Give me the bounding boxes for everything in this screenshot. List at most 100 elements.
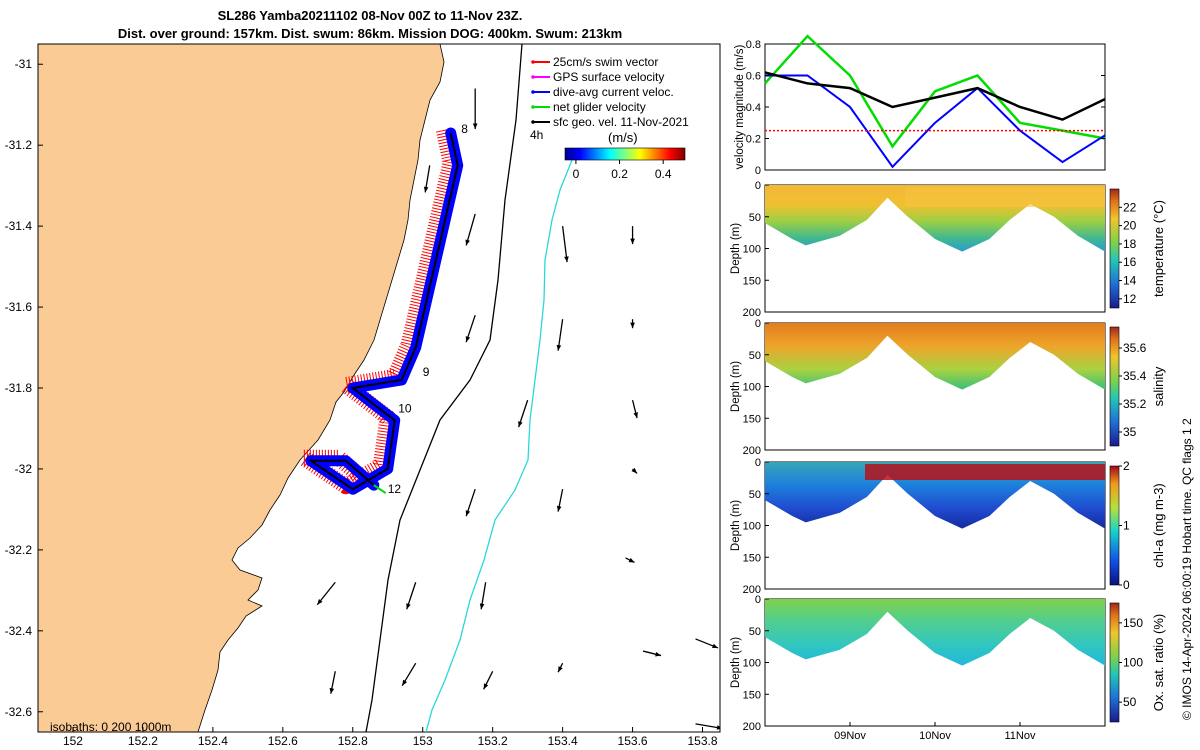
warm-surface-layer — [905, 187, 1105, 207]
map-y-tick-label: -31.8 — [5, 381, 33, 395]
surface-velocity-arrow — [561, 226, 568, 263]
velocity-panel: 0 0.2 0.4 0.6 0.8 velocity magnitude (m/s) — [734, 34, 1106, 177]
colorbar-tick-label: 50 — [1123, 695, 1137, 709]
surface-velocity-arrowhead — [628, 557, 635, 563]
day-label: 8 — [461, 122, 468, 136]
velocity-ylabel: velocity magnitude (m/s) — [734, 45, 746, 170]
surface-velocity-arrowhead — [716, 725, 720, 730]
surface-velocity-arrowhead — [465, 336, 471, 343]
map-y-tick-label: -31.2 — [5, 138, 33, 152]
section-colorbar-label: chl-a (mg m-3) — [1151, 483, 1166, 568]
colorbar-tick-label: 14 — [1123, 274, 1137, 288]
section-depth-tick-label: 200 — [743, 584, 761, 596]
map-panel: 152 152.2 152.4 152.6 152.8 153 153.2 153.4 153.… — [5, 43, 721, 748]
surface-velocity-arrowhead — [556, 344, 562, 351]
map-x-tick-label: 152.6 — [268, 734, 298, 748]
legend-marker — [531, 60, 535, 64]
legend-label: GPS surface velocity — [553, 70, 664, 84]
surface-velocity-arrowhead — [556, 505, 562, 512]
section-x-tick-label: 10Nov — [919, 730, 951, 742]
surface-velocity-arrowhead — [402, 679, 408, 686]
day-label: 12 — [388, 482, 402, 496]
surface-velocity-arrowhead — [479, 603, 485, 610]
map-y-tick-label: -31.4 — [5, 219, 33, 233]
velocity-y-tick-label: 0.2 — [746, 134, 761, 146]
map-x-tick-label: 153.4 — [548, 734, 578, 748]
section-panel-oxygen: 0 50 100 150 200 Depth (m) 50 100 150 Ox. sat. ra… — [730, 594, 1166, 742]
legend-label: dive-avg current veloc. — [553, 85, 674, 99]
section-depth-tick-label: 200 — [743, 445, 761, 457]
credit-text: © IMOS 14-Apr-2024 06:00:19 Hobart time.… — [1180, 418, 1194, 720]
colorbar-tick-label: 0.2 — [611, 167, 628, 181]
isobath-200m — [365, 44, 523, 732]
speed-colorbar-title: (m/s) — [608, 130, 638, 145]
surface-velocity-arrowhead — [630, 238, 635, 245]
map-x-axis: 152 152.2 152.4 152.6 152.8 153 153.2 153.4 153.… — [63, 727, 718, 748]
surface-velocity-arrowhead — [465, 510, 471, 517]
section-ylabel: Depth (m) — [730, 637, 742, 688]
surface-velocity-arrowhead — [633, 412, 638, 419]
velocity-y-tick-label: 0 — [755, 165, 761, 177]
legend-marker — [531, 120, 535, 124]
colorbar-tick-label: 1 — [1123, 519, 1130, 533]
colorbar-tick-label: 35.4 — [1123, 369, 1147, 383]
colorbar-tick-label: 12 — [1123, 292, 1137, 306]
map-x-tick-label: 152.4 — [198, 734, 228, 748]
section-ylabel: Depth (m) — [730, 500, 742, 551]
section-depth-tick-label: 0 — [755, 318, 761, 330]
section-depth-tick-label: 200 — [743, 307, 761, 319]
section-depth-tick-label: 100 — [743, 521, 761, 533]
section-ylabel: Depth (m) — [730, 223, 742, 274]
colorbar-tick-label: 0 — [573, 167, 580, 181]
surface-velocity-arrowhead — [423, 186, 429, 193]
map-x-tick-label: 153.8 — [687, 734, 717, 748]
surface-velocity-arrowhead — [329, 687, 335, 694]
velocity-series-line — [764, 71, 1106, 121]
section-data-field — [765, 599, 1105, 666]
surface-velocity-arrowhead — [465, 239, 470, 246]
section-colorbar — [1109, 465, 1120, 586]
section-x-tick-label: 11Nov — [1005, 730, 1036, 742]
velocity-y-tick-label: 0.6 — [746, 71, 761, 83]
map-y-tick-label: -31 — [15, 57, 33, 71]
day-label: 9 — [423, 365, 430, 379]
surface-velocity-arrowhead — [558, 666, 563, 673]
colorbar-tick-label: 22 — [1123, 200, 1137, 214]
land-mass — [38, 44, 445, 732]
legend-marker — [531, 90, 535, 94]
map-x-tick-label: 153.2 — [478, 734, 508, 748]
section-depth-tick-label: 100 — [743, 382, 761, 394]
section-depth-tick-label: 150 — [743, 275, 761, 287]
colorbar-tick-label: 20 — [1123, 219, 1137, 233]
section-colorbar — [1109, 602, 1120, 723]
legend-label: 25cm/s swim vector — [553, 55, 658, 69]
legend-marker — [531, 75, 535, 79]
surface-velocity-arrowhead — [472, 123, 478, 130]
map-x-tick-label: 153.6 — [618, 734, 648, 748]
colorbar-tick-label: 0.4 — [655, 167, 672, 181]
map-y-tick-label: -32.2 — [5, 543, 33, 557]
section-depth-tick-label: 50 — [749, 350, 761, 362]
section-depth-tick-label: 150 — [743, 689, 761, 701]
surface-velocity-arrowhead — [518, 421, 523, 428]
section-depth-tick-label: 50 — [749, 212, 761, 224]
legend-label: sfc geo. vel. 11-Nov-2021 — [553, 115, 689, 129]
section-depth-tick-label: 50 — [749, 626, 761, 638]
section-colorbar-label: salinity — [1151, 366, 1166, 406]
surface-velocity-arrowhead — [317, 598, 323, 605]
surface-velocity-arrowhead — [406, 603, 411, 610]
section-data-field — [765, 323, 1105, 390]
colorbar-tick-label: 150 — [1123, 616, 1143, 630]
section-depth-tick-label: 0 — [755, 180, 761, 192]
speed-colorbar: (m/s) 0 0.2 0.4 — [564, 130, 686, 181]
section-depth-tick-label: 150 — [743, 552, 761, 564]
isobath-1000m — [425, 159, 573, 732]
section-depth-tick-label: 100 — [743, 244, 761, 256]
colorbar-tick-label: 35.2 — [1123, 397, 1147, 411]
map-x-tick-label: 153 — [413, 734, 433, 748]
section-depth-tick-label: 50 — [749, 489, 761, 501]
legend-marker — [531, 105, 535, 109]
colorbar-tick-label: 2 — [1123, 459, 1130, 473]
